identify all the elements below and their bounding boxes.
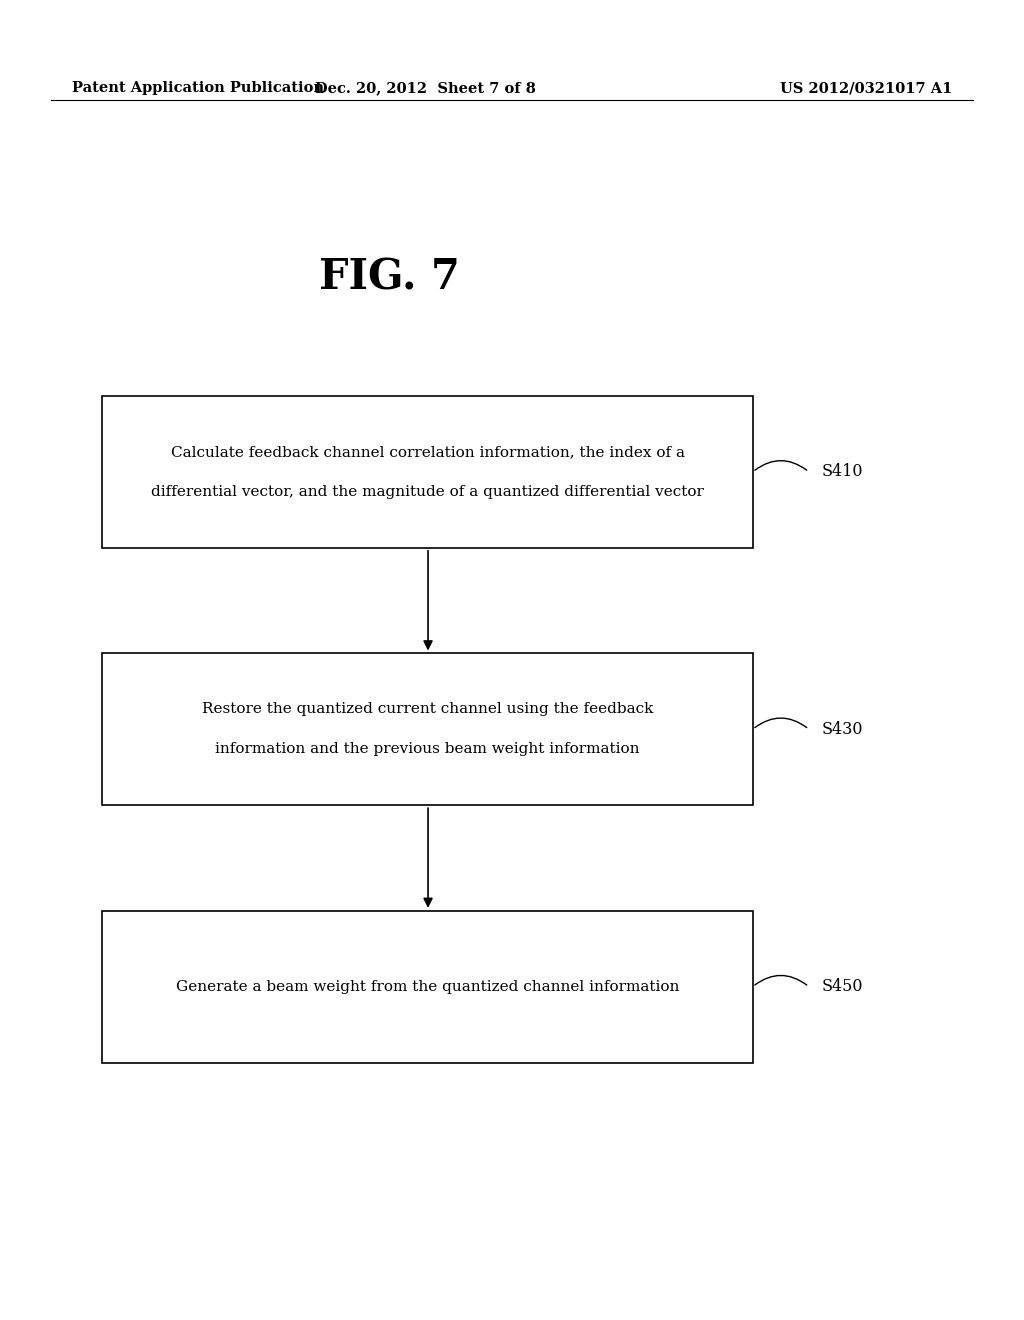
Text: Calculate feedback channel correlation information, the index of a: Calculate feedback channel correlation i… bbox=[171, 445, 684, 459]
Text: S430: S430 bbox=[821, 721, 863, 738]
Text: information and the previous beam weight information: information and the previous beam weight… bbox=[215, 742, 640, 756]
Text: Dec. 20, 2012  Sheet 7 of 8: Dec. 20, 2012 Sheet 7 of 8 bbox=[314, 82, 536, 95]
Text: differential vector, and the magnitude of a quantized differential vector: differential vector, and the magnitude o… bbox=[152, 484, 703, 499]
Bar bbox=[102, 911, 753, 1063]
Text: US 2012/0321017 A1: US 2012/0321017 A1 bbox=[780, 82, 952, 95]
Text: Generate a beam weight from the quantized channel information: Generate a beam weight from the quantize… bbox=[176, 979, 679, 994]
Text: S450: S450 bbox=[821, 978, 863, 995]
Text: Patent Application Publication: Patent Application Publication bbox=[72, 82, 324, 95]
Text: Restore the quantized current channel using the feedback: Restore the quantized current channel us… bbox=[202, 702, 653, 717]
Bar bbox=[102, 396, 753, 548]
Text: FIG. 7: FIG. 7 bbox=[318, 256, 460, 298]
Bar bbox=[102, 653, 753, 805]
Text: S410: S410 bbox=[821, 463, 863, 480]
